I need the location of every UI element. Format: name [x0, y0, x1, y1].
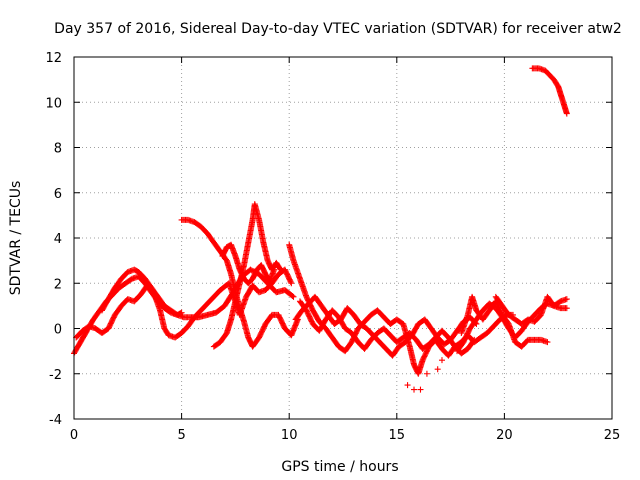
x-tick-label: 5: [177, 428, 185, 443]
y-tick-label: 8: [54, 142, 62, 157]
x-tick-label: 20: [496, 428, 513, 443]
y-tick-label: -4: [49, 413, 62, 428]
data-point-marker: [288, 280, 295, 287]
y-axis-label: SDTVAR / TECUs: [8, 181, 24, 296]
data-point-marker: [434, 366, 441, 373]
data-point-marker: [470, 337, 477, 344]
data-point-marker: [287, 279, 294, 286]
data-point-marker: [290, 293, 297, 300]
data-point-marker: [417, 386, 424, 393]
series-trace-12: [492, 293, 570, 327]
data-points: [71, 65, 570, 393]
data-point-marker: [563, 110, 570, 117]
grid: [74, 57, 612, 419]
y-tick-label: 4: [54, 232, 62, 247]
data-point-marker: [471, 336, 478, 343]
data-point-marker: [177, 310, 184, 317]
x-tick-label: 10: [281, 428, 298, 443]
plot-frame: [73, 56, 613, 420]
data-point-marker: [404, 382, 411, 389]
series-trace-4: [178, 216, 301, 350]
y-tick-label: 10: [45, 96, 62, 111]
y-tick-label: -2: [49, 368, 62, 383]
data-point-marker: [277, 266, 284, 273]
y-tick-label: 2: [54, 277, 62, 292]
tick-labels: 0 5 10 15 20 25 -4 -2 0 2 4 6 8 10 12: [45, 51, 620, 443]
x-tick-label: 25: [604, 428, 621, 443]
y-tick-label: 12: [45, 51, 62, 66]
x-axis-label: GPS time / hours: [281, 459, 398, 475]
series-trace-3: [98, 266, 185, 318]
x-tick-label: 0: [70, 428, 78, 443]
series-trace-6: [219, 241, 278, 287]
y-tick-label: 6: [54, 187, 62, 202]
data-point-marker: [563, 305, 570, 312]
data-point-marker: [438, 357, 445, 364]
data-point-marker: [563, 296, 570, 303]
series-trace-11: [458, 293, 551, 350]
y-tick-label: 0: [54, 323, 62, 338]
data-point-marker: [271, 266, 278, 273]
data-point-marker: [178, 309, 185, 316]
series-trace-1: [71, 266, 297, 357]
series-trace-13: [529, 65, 570, 117]
series-outliers: [404, 357, 445, 393]
data-point-marker: [423, 370, 430, 377]
data-point-marker: [544, 339, 551, 346]
x-tick-label: 15: [389, 428, 406, 443]
data-point-marker: [411, 386, 418, 393]
data-point-marker: [289, 292, 296, 299]
data-point-marker: [276, 265, 283, 272]
chart-title: Day 357 of 2016, Sidereal Day-to-day VTE…: [54, 21, 622, 37]
